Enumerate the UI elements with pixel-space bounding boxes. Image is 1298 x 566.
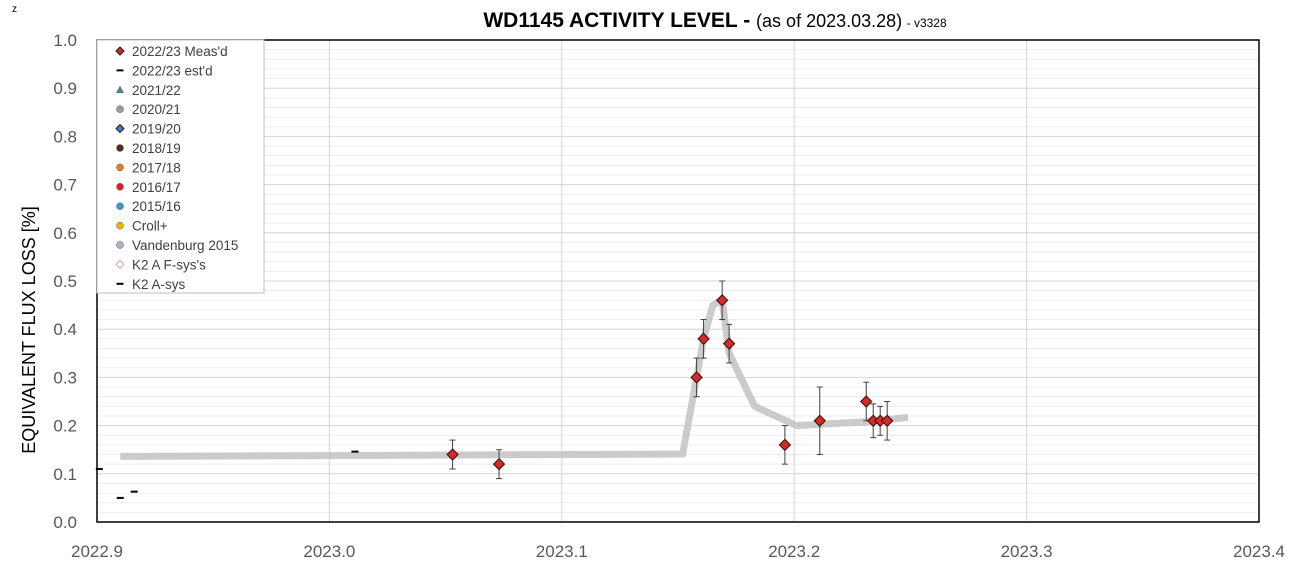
measured-point — [697, 332, 710, 346]
measured-point-group — [446, 439, 459, 470]
measured-point-group — [715, 280, 729, 321]
measured-point — [492, 457, 506, 471]
y-axis-title: EQUIVALENT FLUX LOSS [%] — [19, 206, 39, 453]
x-tick-label: 2022.9 — [71, 542, 123, 561]
chart-version: - v3328 — [907, 16, 947, 30]
measured-point-group — [860, 381, 873, 422]
legend-item: 2020/21 — [116, 102, 181, 117]
measured-point — [690, 371, 703, 384]
x-tick-label: 2023.2 — [768, 542, 820, 561]
legend-marker-icon — [116, 105, 124, 113]
legend-label: Croll+ — [132, 219, 168, 234]
legend-label: 2018/19 — [132, 141, 181, 156]
legend-label: K2 A-sys — [132, 277, 186, 292]
y-tick-label: 0.6 — [53, 224, 77, 243]
y-tick-label: 1.0 — [53, 31, 77, 50]
measured-point — [778, 438, 792, 452]
y-tick-label: 0.1 — [53, 465, 77, 484]
legend: 2022/23 Meas'd 2022/23 est'd 2021/22 2020/2… — [96, 39, 265, 294]
legend-label: 2022/23 est'd — [132, 63, 213, 78]
chart-title: WD1145 ACTIVITY LEVEL - (as of 2023.03.2… — [483, 9, 947, 32]
legend-marker-icon — [115, 259, 125, 270]
legend-item: 2019/20 — [115, 122, 181, 137]
measured-point — [446, 448, 459, 461]
measured-point — [813, 414, 826, 427]
y-tick-label: 0.7 — [53, 176, 77, 195]
legend-label: 2016/17 — [132, 180, 181, 195]
legend-item: 2018/19 — [116, 141, 181, 156]
chart-subtitle: (as of 2023.03.28) — [756, 11, 902, 31]
measured-point — [722, 337, 736, 350]
legend-label: K2 A F-sys's — [132, 257, 206, 272]
legend-marker-icon — [116, 221, 124, 230]
y-tick-label: 0.0 — [53, 513, 77, 532]
measured-point-group — [813, 386, 826, 456]
legend-item: 2015/16 — [116, 199, 181, 214]
legend-item: 2022/23 est'd — [116, 63, 213, 78]
legend-marker-icon — [116, 202, 124, 210]
measured-point — [860, 395, 873, 408]
legend-item: K2 A F-sys's — [115, 257, 206, 272]
measured-point-group — [880, 401, 894, 441]
legend-label: 2015/16 — [132, 199, 181, 214]
legend-marker-icon — [115, 123, 125, 134]
legend-item: K2 A-sys — [116, 277, 186, 292]
y-tick-label: 0.5 — [53, 272, 77, 291]
measured-point-group — [778, 425, 792, 465]
measured-point — [880, 414, 894, 427]
legend-item: 2021/22 — [116, 83, 181, 98]
measured-point — [715, 294, 729, 307]
y-tick-label: 0.4 — [53, 320, 77, 339]
legend-marker-icon — [116, 241, 124, 249]
legend-label: 2017/18 — [132, 160, 181, 175]
y-tick-label: 0.9 — [53, 79, 77, 98]
legend-box — [96, 39, 265, 294]
legend-item: Vandenburg 2015 — [116, 238, 238, 253]
corner-mark: z — [12, 4, 17, 15]
legend-label: 2019/20 — [132, 122, 181, 137]
legend-label: 2021/22 — [132, 83, 181, 98]
chart-title-main: WD1145 ACTIVITY LEVEL - — [483, 9, 756, 32]
legend-marker-icon — [116, 85, 124, 94]
measured-point-group — [722, 323, 736, 364]
x-tick-label: 2023.0 — [303, 542, 355, 561]
series-layer — [95, 280, 909, 499]
measured-point-group — [697, 319, 710, 359]
tick-labels: 2022.9 2023.0 2023.1 2023.2 2023.3 2023.4 0.0 0… — [53, 31, 1285, 561]
legend-item: Croll+ — [116, 219, 168, 234]
x-tick-label: 2023.4 — [1233, 542, 1285, 561]
trend-line — [120, 296, 909, 460]
x-tick-label: 2023.3 — [1001, 542, 1053, 561]
y-tick-label: 0.2 — [53, 417, 77, 436]
legend-item: 2016/17 — [116, 180, 181, 195]
legend-marker-icon — [116, 163, 124, 172]
measured-point-group — [867, 403, 880, 439]
legend-marker-icon — [116, 144, 124, 152]
legend-label: 2022/23 Meas'd — [132, 44, 228, 59]
measured-point-group — [690, 357, 703, 398]
legend-marker-icon — [116, 183, 124, 191]
legend-label: Vandenburg 2015 — [132, 238, 238, 253]
legend-label: 2020/21 — [132, 102, 181, 117]
chart-grid — [97, 40, 1259, 522]
x-tick-label: 2023.1 — [536, 542, 588, 561]
legend-item: 2022/23 Meas'd — [115, 44, 228, 59]
y-tick-label: 0.8 — [53, 127, 77, 146]
legend-marker-icon — [115, 46, 125, 56]
y-tick-label: 0.3 — [53, 368, 77, 387]
measured-point-group — [492, 449, 506, 480]
legend-item: 2017/18 — [116, 160, 181, 175]
